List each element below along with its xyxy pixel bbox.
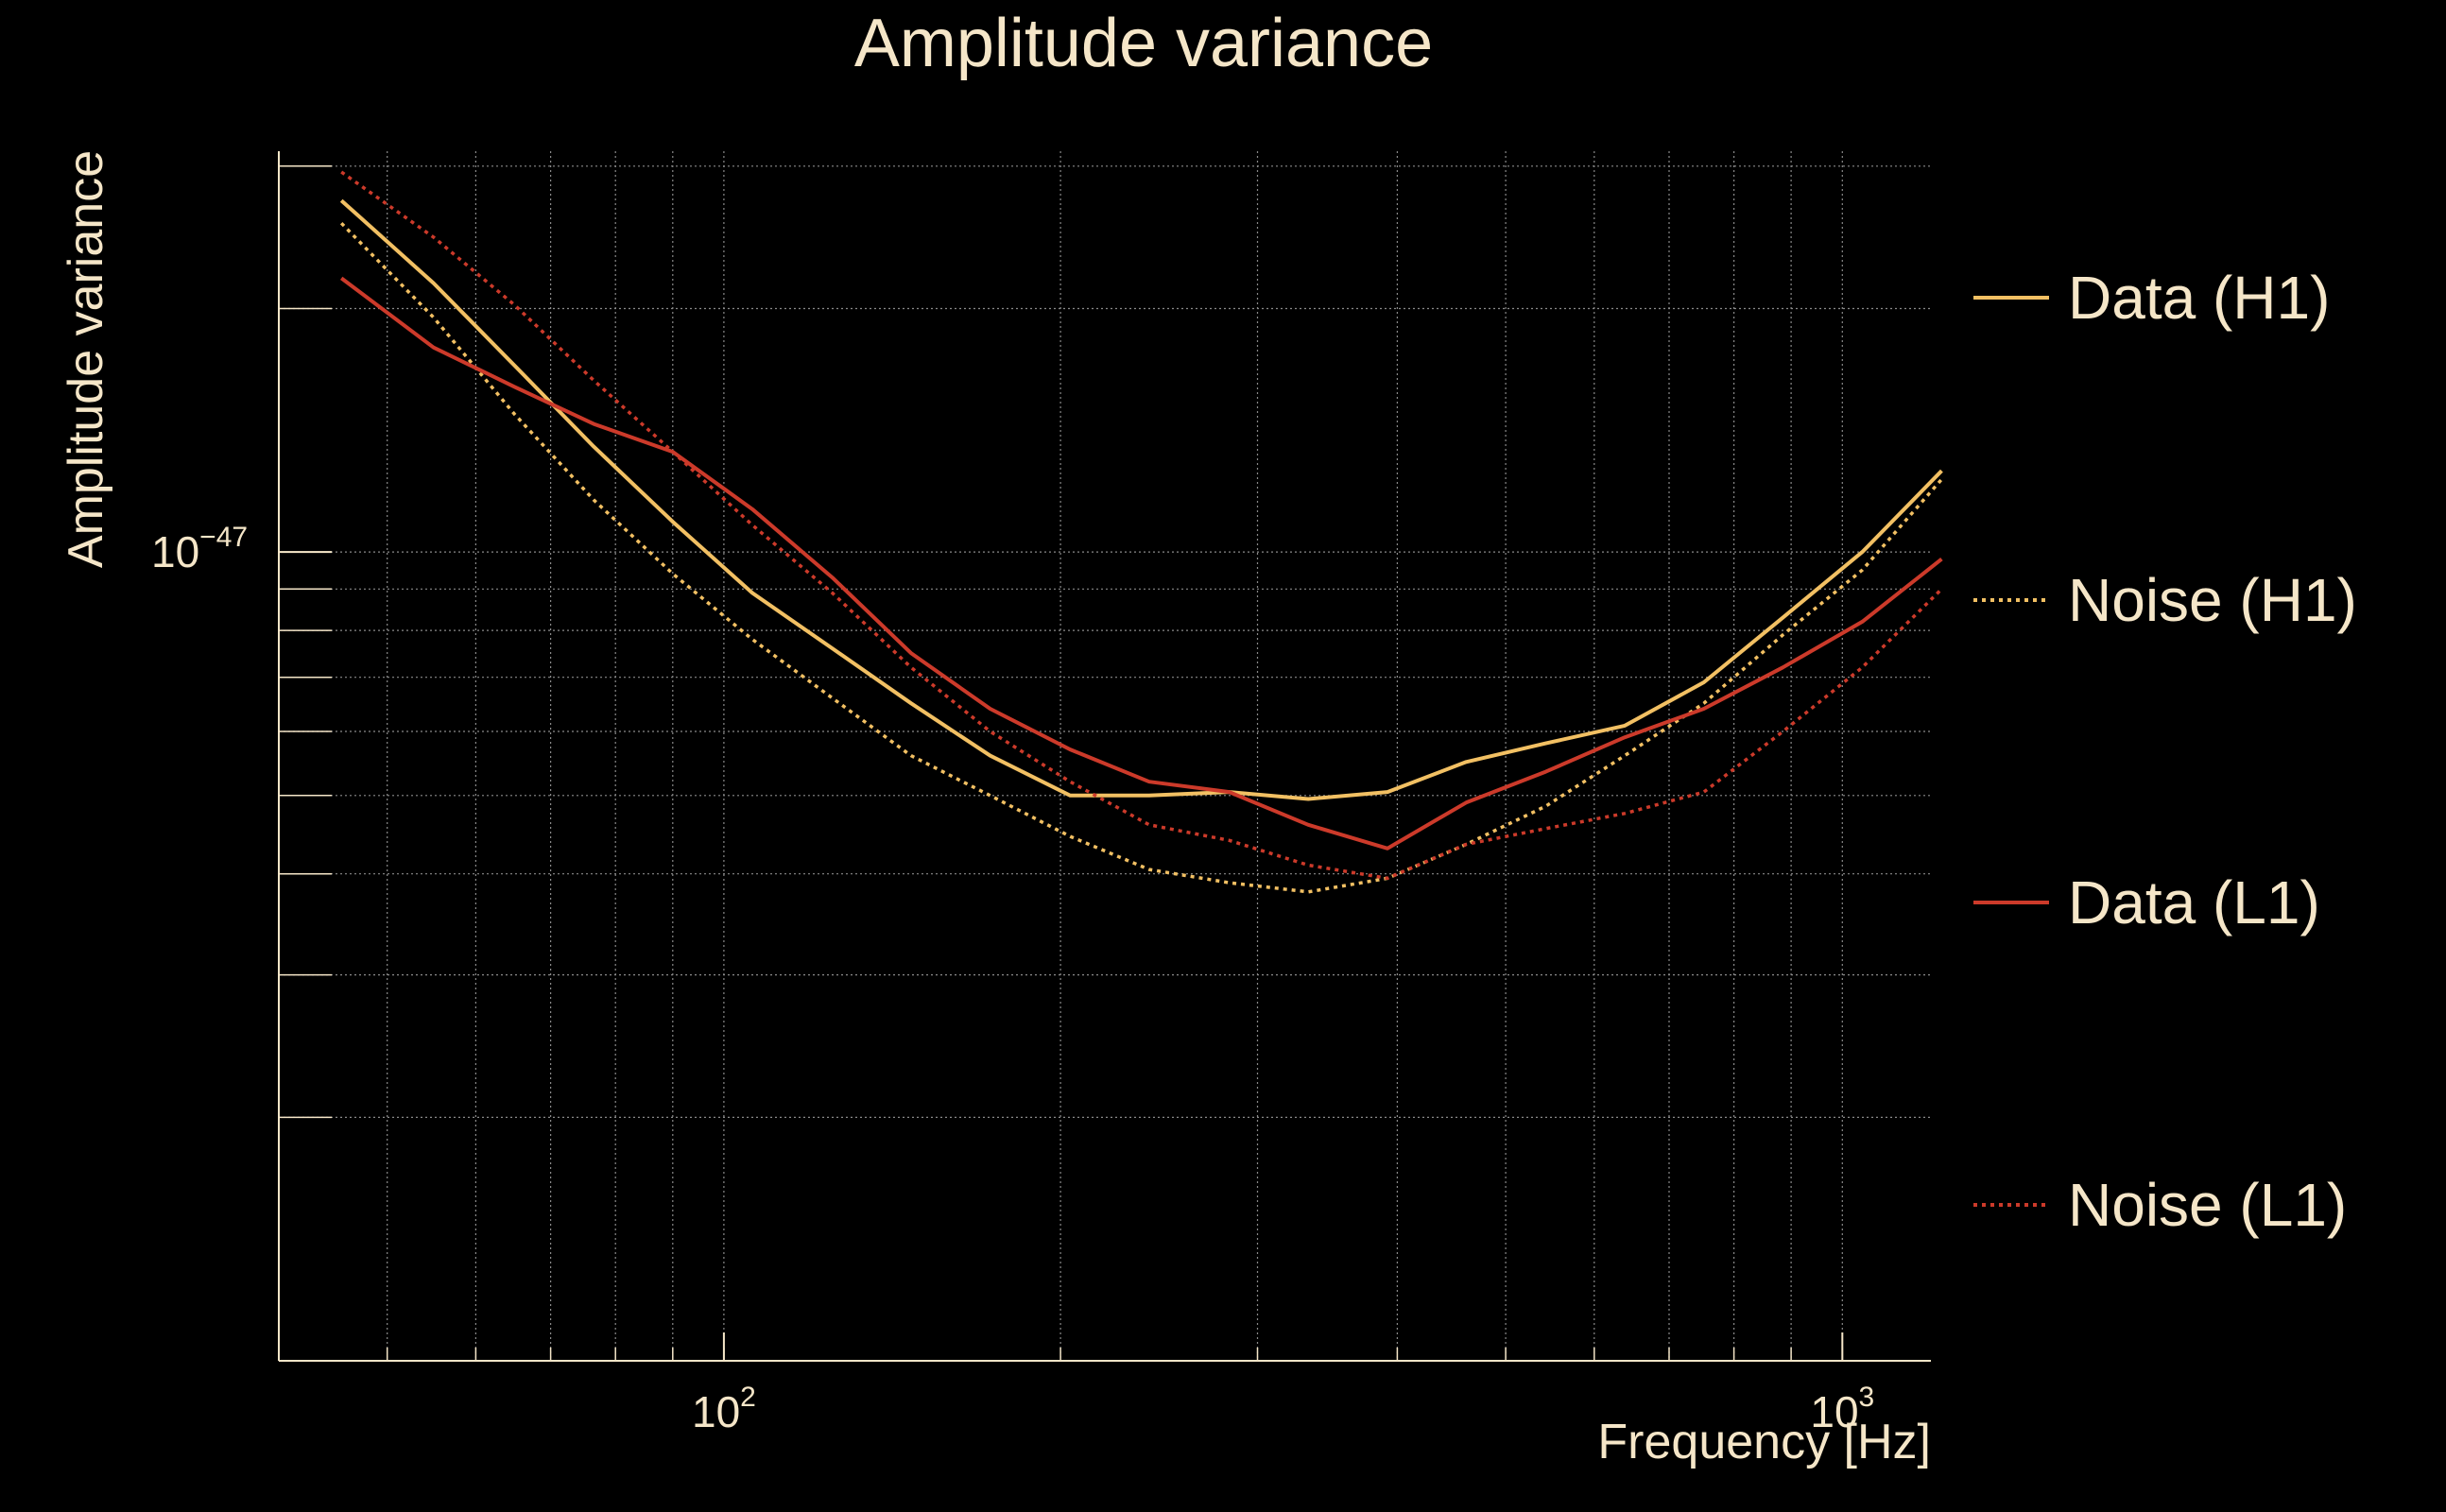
legend-label-noise-h1: Noise (H1) [2068, 566, 2357, 634]
legend-label-data-l1: Data (L1) [2068, 868, 2320, 936]
legend: Data (H1) Noise (H1) Data (L1) Noise (L1) [1973, 264, 2357, 1239]
axes: 102 103 10−47 [151, 151, 1931, 1436]
y-tick-label: 10−47 [151, 522, 248, 576]
legend-label-noise-l1: Noise (L1) [2068, 1171, 2347, 1239]
legend-label-data-h1: Data (H1) [2068, 264, 2330, 332]
series-lines [339, 170, 1943, 894]
series-line-noise-h1 [339, 221, 1943, 894]
x-axis-label: Frequency [Hz] [1597, 1415, 1931, 1469]
series-line-data-h1 [339, 198, 1943, 801]
y-axis-label: Amplitude variance [59, 150, 113, 568]
x-tick-label: 102 [692, 1382, 756, 1436]
series-line-data-l1 [339, 276, 1943, 850]
x-tick-label: 103 [1810, 1382, 1874, 1436]
chart-title: Amplitude variance [854, 6, 1433, 81]
